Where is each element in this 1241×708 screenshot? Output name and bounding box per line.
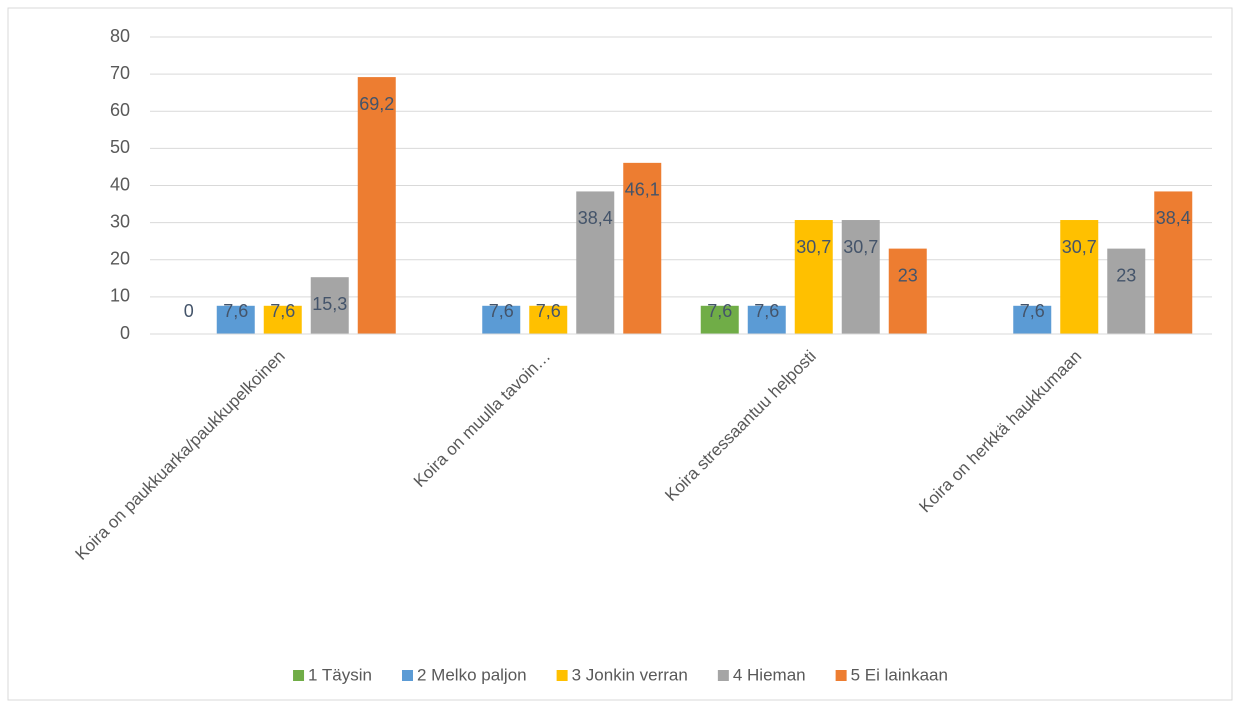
bar (747, 305, 786, 334)
data-label: 23 (898, 265, 918, 285)
bar (794, 220, 833, 334)
legend-swatch (717, 670, 729, 681)
bar (482, 305, 521, 334)
y-tick-label: 60 (110, 100, 130, 120)
bar (1013, 305, 1052, 334)
chart-border (7, 7, 1233, 701)
bar (1060, 220, 1099, 334)
bar (529, 305, 568, 334)
y-tick-label: 30 (110, 211, 130, 231)
data-label: 7,6 (707, 301, 732, 321)
bar (841, 220, 880, 334)
legend-swatch (293, 670, 305, 681)
bar (263, 305, 302, 334)
y-tick-label: 80 (110, 26, 130, 46)
data-label: 7,6 (1020, 301, 1045, 321)
bar (888, 248, 927, 334)
y-tick-label: 50 (110, 137, 130, 157)
y-tick-label: 70 (110, 63, 130, 83)
data-label: 7,6 (536, 301, 561, 321)
bar (216, 305, 255, 334)
data-label: 46,1 (625, 180, 660, 200)
data-label: 7,6 (754, 301, 779, 321)
bar (310, 277, 349, 334)
data-label: 38,4 (1156, 208, 1191, 228)
data-label: 0 (184, 301, 194, 321)
legend-label: 1 Täysin (308, 665, 372, 684)
data-label: 30,7 (1062, 237, 1097, 257)
y-tick-label: 0 (120, 323, 130, 343)
data-label: 30,7 (796, 237, 831, 257)
legend-swatch (556, 670, 568, 681)
legend-label: 3 Jonkin verran (572, 665, 688, 684)
data-label: 15,3 (312, 294, 347, 314)
bar (623, 162, 662, 334)
y-tick-label: 10 (110, 286, 130, 306)
bar (1107, 248, 1146, 334)
data-label: 7,6 (223, 301, 248, 321)
legend-swatch (835, 670, 847, 681)
bar (576, 191, 615, 334)
data-label: 23 (1116, 265, 1136, 285)
data-label: 69,2 (359, 94, 394, 114)
legend-label: 4 Hieman (733, 665, 806, 684)
legend: 1 Täysin 2 Melko paljon 3 Jonkin verran 4 H… (293, 665, 948, 684)
legend-label: 2 Melko paljon (417, 665, 527, 684)
data-label: 38,4 (578, 208, 613, 228)
data-label: 7,6 (270, 301, 295, 321)
bar (1154, 191, 1193, 334)
legend-swatch (401, 670, 413, 681)
y-tick-label: 20 (110, 249, 130, 269)
y-tick-label: 40 (110, 174, 130, 194)
data-label: 7,6 (489, 301, 514, 321)
legend-label: 5 Ei lainkaan (851, 665, 948, 684)
bar (700, 305, 739, 334)
data-label: 30,7 (843, 237, 878, 257)
bar (357, 77, 396, 334)
